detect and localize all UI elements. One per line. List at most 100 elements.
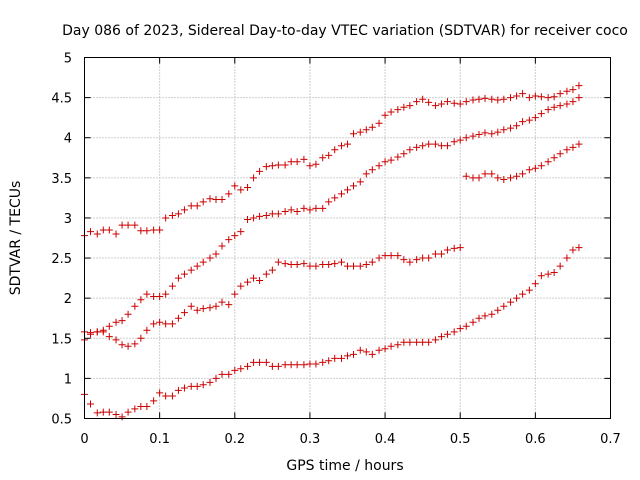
data-point (231, 232, 239, 240)
data-point (293, 158, 301, 166)
data-point (425, 140, 433, 148)
data-point (469, 174, 477, 182)
data-point (256, 212, 264, 220)
data-point (124, 408, 132, 416)
data-point (419, 254, 427, 262)
data-point (331, 260, 339, 268)
data-point (306, 360, 314, 368)
data-point (406, 338, 414, 346)
data-point (174, 274, 182, 282)
data-point (387, 342, 395, 350)
data-point (105, 333, 113, 341)
data-point (150, 293, 158, 301)
data-point (105, 226, 113, 234)
data-point (287, 158, 295, 166)
data-point (425, 98, 433, 106)
data-point (569, 246, 577, 254)
data-point (525, 94, 533, 102)
data-point (250, 274, 258, 282)
data-point (206, 254, 214, 262)
data-point (400, 256, 408, 264)
data-point (437, 333, 445, 341)
x-tick-label: 0.3 (300, 432, 321, 447)
data-point (274, 362, 282, 370)
data-point (362, 348, 370, 356)
data-point (494, 96, 502, 104)
data-point (281, 260, 289, 268)
data-point (93, 409, 101, 417)
data-point (507, 298, 515, 306)
data-point (225, 370, 233, 378)
data-point (168, 212, 176, 220)
x-tick-label: 0.2 (224, 432, 245, 447)
data-point (300, 155, 308, 163)
data-point (450, 244, 458, 252)
data-point (162, 214, 170, 222)
data-point (231, 290, 239, 298)
data-point (250, 174, 258, 182)
data-point (375, 254, 383, 262)
data-point (544, 270, 552, 278)
y-tick-label: 2.5 (51, 252, 72, 267)
data-point (450, 99, 458, 107)
data-point (350, 350, 358, 358)
data-point (419, 142, 427, 150)
x-tick-label: 0.4 (375, 432, 396, 447)
data-point (99, 408, 107, 416)
data-point (331, 354, 339, 362)
data-point (475, 95, 483, 103)
data-point (244, 216, 252, 224)
data-point (237, 282, 245, 290)
data-point (368, 123, 376, 131)
data-point (575, 82, 583, 90)
data-point (525, 116, 533, 124)
data-point (206, 195, 214, 203)
data-point (550, 103, 558, 111)
data-point (425, 254, 433, 262)
data-point (325, 357, 333, 365)
data-point (488, 95, 496, 103)
data-point (143, 290, 151, 298)
data-point (569, 143, 577, 151)
data-point (180, 270, 188, 278)
data-point (425, 338, 433, 346)
y-tick-labels: 0.5 1 1.5 2 2.5 3 3.5 4 4.5 5 (51, 52, 72, 428)
x-tick-label: 0 (80, 432, 88, 447)
data-point (400, 338, 408, 346)
data-point (212, 250, 220, 258)
data-point (462, 322, 470, 330)
y-tick-label: 3 (64, 212, 72, 227)
data-point (437, 142, 445, 150)
data-point (337, 354, 345, 362)
data-point (143, 227, 151, 235)
data-point (274, 258, 282, 266)
data-point (306, 206, 314, 214)
data-point (544, 158, 552, 166)
data-point (375, 119, 383, 127)
data-point (563, 146, 571, 154)
y-tick-label: 3.5 (51, 172, 72, 187)
y-tick-label: 1.5 (51, 332, 72, 347)
data-point (443, 246, 451, 254)
data-point (556, 150, 564, 158)
data-point (274, 210, 282, 218)
data-point (575, 140, 583, 148)
data-point (325, 260, 333, 268)
data-point (368, 350, 376, 358)
data-point (218, 195, 226, 203)
x-tick-label: 0.6 (525, 432, 546, 447)
data-point (394, 106, 402, 114)
data-point (156, 226, 164, 234)
data-point (456, 244, 464, 252)
data-point (394, 252, 402, 260)
data-point (387, 156, 395, 164)
x-axis-label: GPS time / hours (286, 458, 403, 474)
data-point (168, 392, 176, 400)
data-point (174, 386, 182, 394)
data-point (381, 345, 389, 353)
data-point (262, 270, 270, 278)
data-point (406, 146, 414, 154)
data-point (556, 262, 564, 270)
data-point (199, 258, 207, 266)
data-point (413, 143, 421, 151)
